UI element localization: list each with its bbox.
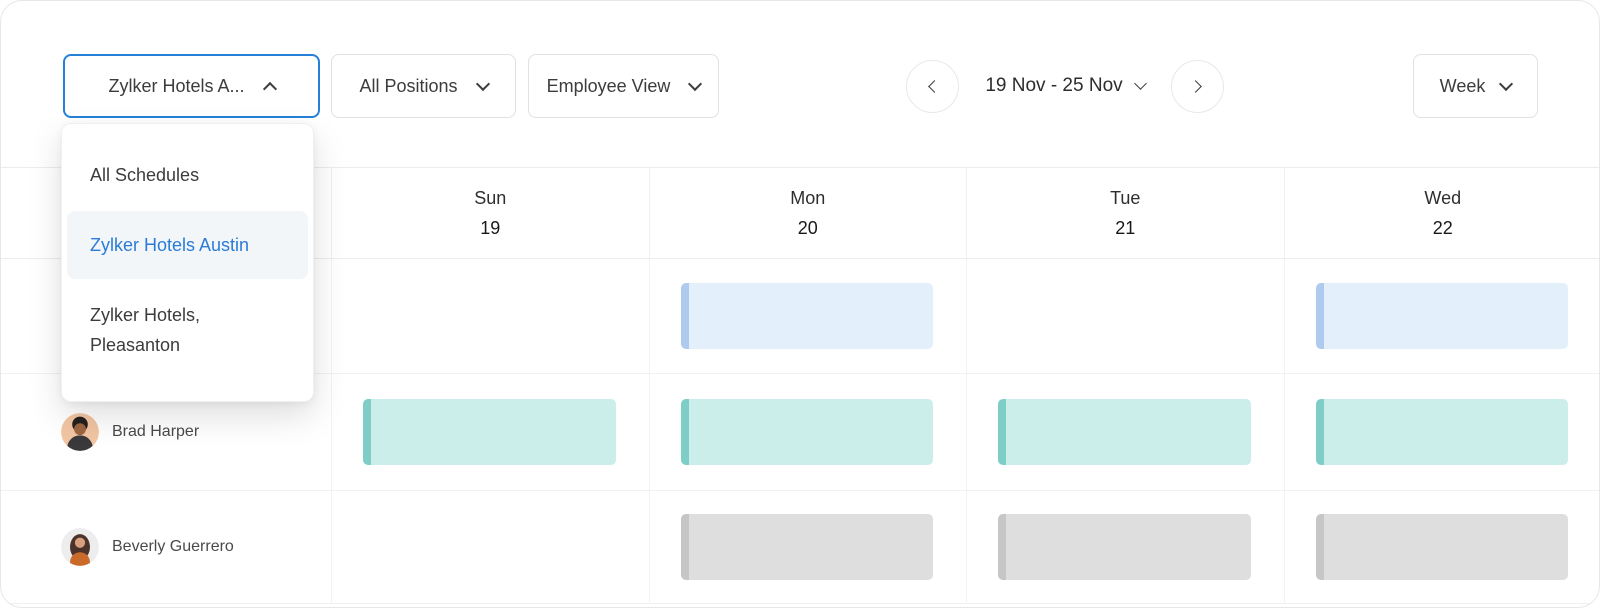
day-date: 20 [797, 217, 818, 238]
shift-slot[interactable] [648, 259, 967, 373]
dropdown-item-zylker-hotels-pleasanton[interactable]: Zylker Hotels, Pleasanton [90, 305, 201, 355]
chevron-up-icon [262, 81, 277, 96]
shift-bar[interactable] [1315, 399, 1568, 465]
shift-slot[interactable] [1283, 259, 1600, 373]
view-select-button[interactable]: Employee View [528, 54, 719, 118]
day-name: Sun [474, 187, 507, 208]
avatar [61, 413, 99, 451]
day-date: 22 [1432, 217, 1453, 238]
schedule-dropdown-menu: All Schedules Zylker Hotels Austin Zylke… [61, 123, 314, 402]
shift-slot[interactable] [1283, 374, 1600, 490]
schedule-select-button[interactable]: Zylker Hotels A... [63, 54, 320, 118]
view-range-select-button[interactable]: Week [1413, 54, 1538, 118]
day-header-sun: Sun 19 [331, 168, 649, 258]
date-range-label: 19 Nov - 25 Nov [985, 75, 1123, 96]
shift-slot[interactable] [966, 491, 1284, 603]
view-select-label: Employee View [546, 75, 671, 96]
shift-slot[interactable] [648, 374, 967, 490]
employee-cell: Brad Harper [1, 374, 331, 490]
dropdown-item-all-schedules[interactable]: All Schedules [90, 165, 200, 185]
shift-slot[interactable] [1283, 491, 1600, 603]
shift-slot[interactable] [966, 259, 1284, 373]
positions-select-button[interactable]: All Positions [331, 54, 516, 118]
dropdown-item-zylker-hotels-austin[interactable]: Zylker Hotels Austin [67, 211, 308, 279]
shift-slot[interactable] [648, 491, 967, 603]
positions-select-label: All Positions [359, 75, 458, 96]
shift-bar[interactable] [998, 514, 1251, 580]
chevron-down-icon [475, 76, 490, 91]
shift-slot[interactable] [966, 374, 1284, 490]
employee-name: Beverly Guerrero [112, 538, 234, 555]
day-header-tue: Tue 21 [966, 168, 1284, 258]
shift-bar[interactable] [1315, 283, 1568, 349]
shift-bar[interactable] [680, 514, 933, 580]
schedule-select-label: Zylker Hotels A... [108, 75, 245, 96]
shift-slot[interactable] [331, 374, 649, 490]
day-header-mon: Mon 20 [648, 168, 967, 258]
day-name: Tue [1110, 187, 1141, 208]
shift-slot[interactable] [331, 491, 649, 603]
schedule-row [1, 259, 1600, 374]
chevron-left-icon [928, 80, 941, 93]
day-header-wed: Wed 22 [1283, 168, 1600, 258]
employee-name: Brad Harper [112, 423, 200, 440]
date-range-dropdown[interactable]: 19 Nov - 25 Nov [959, 54, 1171, 118]
view-range-label: Week [1439, 75, 1486, 96]
previous-week-button[interactable] [906, 60, 959, 113]
chevron-down-icon [1133, 77, 1147, 90]
day-date: 21 [1115, 217, 1136, 238]
chevron-right-icon [1189, 80, 1202, 93]
schedule-row: Brad Harper [1, 374, 1600, 491]
day-header-row: Sun 19 Mon 20 Tue 21 Wed 22 [1, 167, 1600, 259]
avatar [61, 528, 99, 566]
chevron-down-icon [688, 76, 703, 91]
week-calendar: Sun 19 Mon 20 Tue 21 Wed 22 [1, 167, 1600, 604]
shift-bar[interactable] [998, 399, 1251, 465]
day-name: Wed [1424, 187, 1462, 208]
employee-cell: Beverly Guerrero [1, 491, 331, 603]
shift-slot[interactable] [331, 259, 649, 373]
chevron-down-icon [1499, 76, 1514, 91]
shift-bar[interactable] [680, 283, 933, 349]
next-week-button[interactable] [1171, 60, 1224, 113]
shift-bar[interactable] [680, 399, 933, 465]
day-name: Mon [790, 187, 826, 208]
shift-bar[interactable] [1315, 514, 1568, 580]
shift-bar[interactable] [363, 399, 616, 465]
day-date: 19 [480, 217, 501, 238]
schedule-row: Beverly Guerrero [1, 491, 1600, 604]
